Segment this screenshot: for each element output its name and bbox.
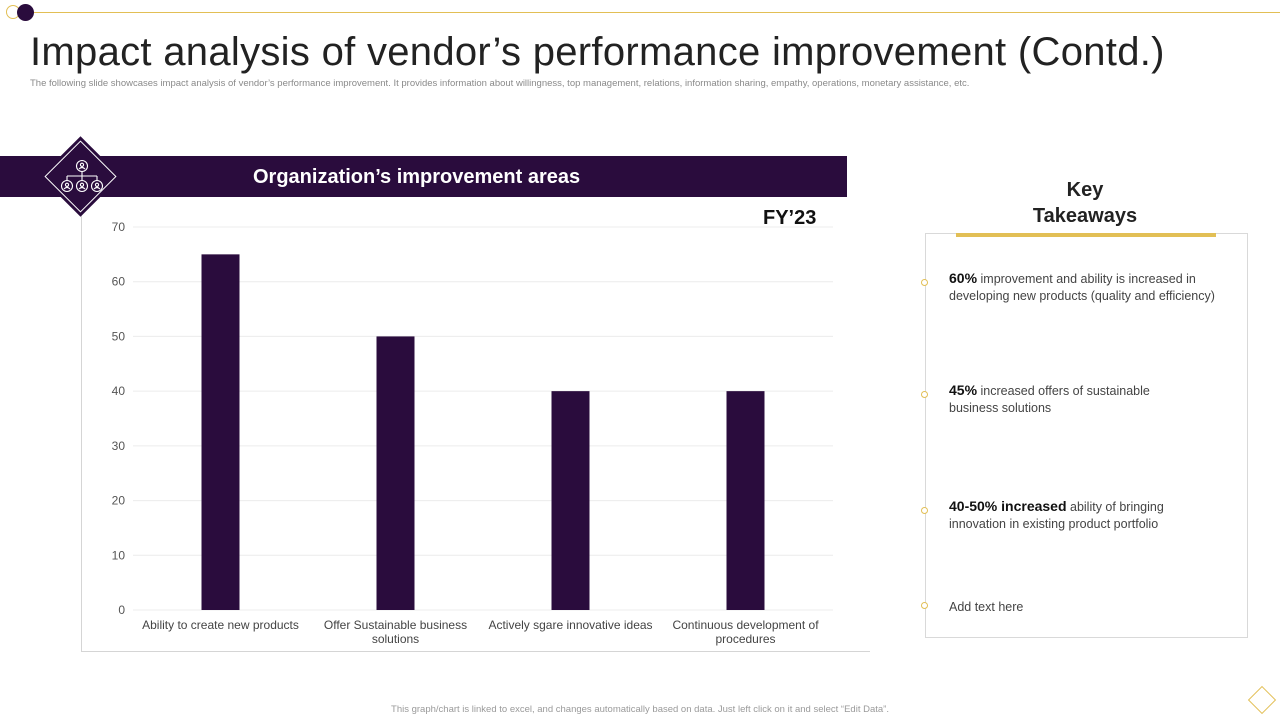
org-chart-icon [60,159,104,193]
takeaway-item: 40-50% increased ability of bringing inn… [949,498,1189,533]
takeaway-item: Add text here [949,599,1239,616]
key-title-line1: Key [1066,179,1104,201]
bar [551,391,590,610]
takeaway-text: ability of bringing innovation in existi… [949,500,1164,531]
top-accent-line [22,12,1280,13]
bar [376,336,415,610]
x-tick-label: Continuous development of procedures [672,618,819,646]
footer-note: This graph/chart is linked to excel, and… [391,704,889,715]
chart-frame [81,197,870,652]
key-title-line2: Takeaways [1032,205,1138,227]
y-tick-label: 60 [112,275,126,289]
decor-circle-filled [17,4,34,21]
bar [726,391,765,610]
takeaway-item: 45% increased offers of sustainable busi… [949,382,1179,417]
y-tick-label: 70 [112,220,126,234]
key-takeaways-title: Key Takeaways [985,177,1185,229]
slide-title: Impact analysis of vendor’s performance … [30,30,1165,74]
y-tick-label: 0 [118,603,125,617]
chart-banner: Organization’s improvement areas [0,156,847,197]
y-tick-label: 10 [112,548,126,562]
key-takeaways-box [925,233,1248,638]
takeaway-highlight: 45% [949,382,978,398]
y-tick-label: 50 [112,329,126,343]
takeaway-bullet-icon [921,391,928,398]
takeaway-bullet-icon [921,279,928,286]
takeaway-bullet-icon [921,507,928,514]
takeaway-highlight: 60% [949,270,978,286]
takeaway-text: improvement and ability is increased in … [949,272,1215,303]
y-tick-label: 30 [112,439,126,453]
bar [201,254,240,610]
banner-title: Organization’s improvement areas [253,166,581,188]
takeaway-bullet-icon [921,602,928,609]
takeaway-item: 60% improvement and ability is increased… [949,270,1239,305]
key-takeaways-accent-bar [956,233,1216,237]
x-tick-label: Actively sgare innovative ideas [488,618,652,632]
x-tick-label: Offer Sustainable business solutions [324,618,467,646]
y-tick-label: 40 [112,384,126,398]
y-tick-label: 20 [112,494,126,508]
slide-subtitle: The following slide showcases impact ana… [30,78,970,89]
takeaway-text: Add text here [949,600,1024,614]
takeaway-highlight: 40-50% increased [949,498,1067,514]
chart-title: FY’23 [763,207,817,229]
x-tick-label: Ability to create new products [142,618,299,632]
takeaway-text: increased offers of sustainable business… [949,384,1150,415]
